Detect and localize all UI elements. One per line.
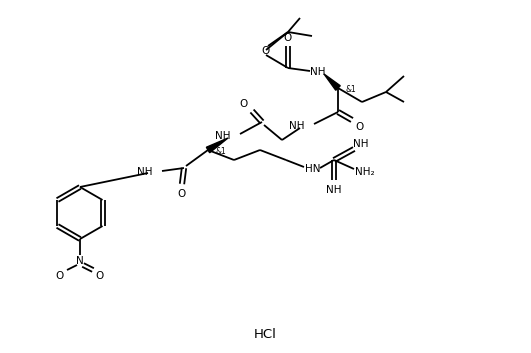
Text: NH: NH	[136, 167, 152, 177]
Text: O: O	[240, 99, 248, 109]
Polygon shape	[324, 74, 340, 90]
Text: N: N	[76, 256, 84, 266]
Text: NH: NH	[353, 139, 369, 149]
Text: &1: &1	[216, 148, 227, 156]
Text: O: O	[178, 189, 186, 199]
Text: NH: NH	[215, 131, 230, 141]
Text: O: O	[355, 122, 363, 132]
Text: O: O	[56, 271, 64, 281]
Text: NH: NH	[310, 67, 326, 77]
Text: O: O	[96, 271, 104, 281]
Text: O: O	[262, 46, 270, 56]
Text: HN: HN	[305, 164, 321, 174]
Text: HCl: HCl	[254, 328, 277, 341]
Polygon shape	[207, 138, 228, 153]
Text: NH: NH	[288, 121, 304, 131]
Text: &1: &1	[346, 85, 357, 95]
Text: NH₂: NH₂	[355, 167, 375, 177]
Text: O: O	[284, 33, 292, 43]
Text: NH: NH	[326, 185, 342, 195]
